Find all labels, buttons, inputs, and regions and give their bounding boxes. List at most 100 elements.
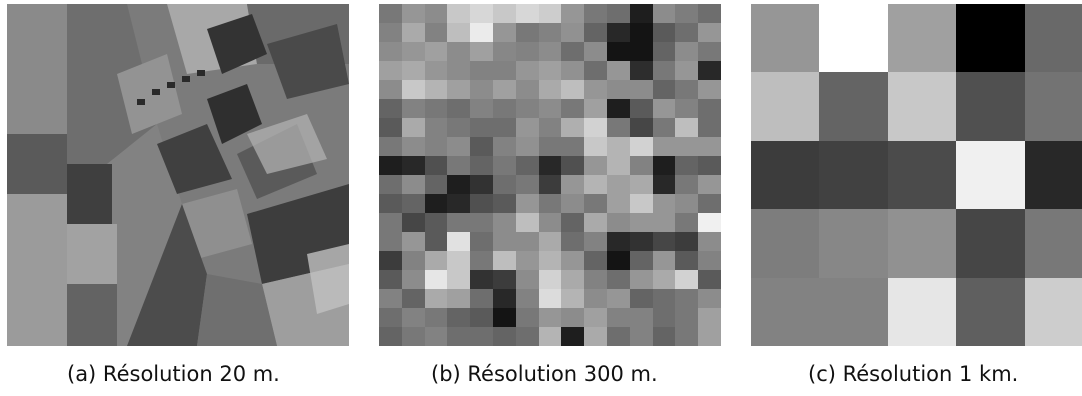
pixel-cell [606, 118, 630, 137]
pixel-cell [751, 72, 820, 141]
pixel-cell [652, 232, 676, 251]
pixel-cell [584, 80, 607, 99]
pixel-cell [561, 308, 585, 327]
grid-300m [379, 4, 721, 346]
pixel-cell [652, 308, 676, 327]
pixel-cell [698, 327, 721, 346]
pixel-cell [447, 42, 471, 61]
pixel-cell [629, 137, 653, 156]
pixel-cell [751, 277, 820, 346]
pixel-cell [561, 137, 585, 156]
pixel-cell [819, 209, 888, 278]
caption-a: (a) Résolution 20 m. [67, 362, 280, 386]
pixel-cell [819, 140, 888, 210]
pixel-cell [515, 213, 539, 232]
pixel-cell [584, 99, 607, 118]
pixel-cell [538, 118, 562, 137]
pixel-cell [447, 80, 471, 99]
pixel-cell [424, 118, 448, 137]
pixel-cell [561, 4, 585, 23]
pixel-cell [652, 213, 676, 232]
pixel-cell [447, 232, 471, 251]
pixel-cell [515, 251, 539, 270]
pixel-cell [606, 175, 630, 194]
pixel-cell [424, 175, 448, 194]
pixel-cell [470, 4, 493, 23]
pixel-cell [447, 308, 471, 327]
pixel-cell [515, 232, 539, 251]
pixel-cell [492, 213, 516, 232]
pixel-cell [561, 251, 585, 270]
pixel-cell [606, 289, 630, 308]
pixel-cell [447, 137, 471, 156]
pixel-cell [698, 289, 721, 308]
pixel-cell [515, 270, 539, 289]
pixel-cell [956, 72, 1025, 141]
pixel-cell [447, 289, 471, 308]
pixel-cell [561, 289, 585, 308]
pixel-cell [424, 137, 448, 156]
pixel-cell [652, 251, 676, 270]
pixel-cell [515, 61, 539, 80]
pixel-cell [561, 232, 585, 251]
pixel-cell [606, 232, 630, 251]
pixel-cell [1024, 277, 1082, 346]
pixel-cell [424, 327, 448, 346]
pixel-cell [492, 270, 516, 289]
pixel-cell [538, 289, 562, 308]
pixel-cell [606, 270, 630, 289]
pixel-cell [698, 80, 721, 99]
pixel-cell [1024, 4, 1082, 73]
pixel-cell [492, 4, 516, 23]
pixel-cell [492, 251, 516, 270]
pixel-cell [956, 140, 1025, 210]
pixel-cell [561, 99, 585, 118]
pixel-cell [629, 232, 653, 251]
pixel-cell [652, 23, 676, 42]
pixel-cell [401, 61, 425, 80]
pixel-cell [492, 99, 516, 118]
pixel-cell [379, 118, 402, 137]
pixel-cell [629, 175, 653, 194]
pixel-cell [379, 213, 402, 232]
pixel-cell [584, 213, 607, 232]
pixel-cell [538, 213, 562, 232]
pixel-cell [606, 156, 630, 175]
pixel-cell [401, 327, 425, 346]
pixel-cell [515, 80, 539, 99]
pixel-cell [538, 137, 562, 156]
pixel-cell [629, 99, 653, 118]
pixel-cell [652, 61, 676, 80]
pixel-cell [470, 289, 493, 308]
pixel-cell [652, 118, 676, 137]
pixel-cell [538, 232, 562, 251]
pixel-cell [606, 308, 630, 327]
pixel-cell [470, 232, 493, 251]
pixel-cell [561, 194, 585, 213]
pixel-cell [538, 270, 562, 289]
pixel-cell [470, 137, 493, 156]
pixel-cell [538, 327, 562, 346]
pixel-cell [675, 4, 699, 23]
pixel-cell [515, 118, 539, 137]
pixel-cell [652, 99, 676, 118]
pixel-cell [652, 4, 676, 23]
pixel-cell [629, 194, 653, 213]
pixel-cell [379, 4, 402, 23]
pixel-cell [379, 251, 402, 270]
pixel-cell [401, 289, 425, 308]
pixel-cell [401, 137, 425, 156]
pixel-cell [606, 213, 630, 232]
pixel-cell [447, 213, 471, 232]
pixel-cell [538, 23, 562, 42]
pixel-cell [401, 232, 425, 251]
pixel-cell [698, 118, 721, 137]
pixel-cell [629, 327, 653, 346]
pixel-cell [561, 156, 585, 175]
pixel-cell [956, 209, 1025, 278]
pixel-cell [492, 194, 516, 213]
pixel-cell [956, 4, 1025, 73]
pixel-cell [401, 194, 425, 213]
pixel-cell [379, 42, 402, 61]
pixel-cell [515, 137, 539, 156]
